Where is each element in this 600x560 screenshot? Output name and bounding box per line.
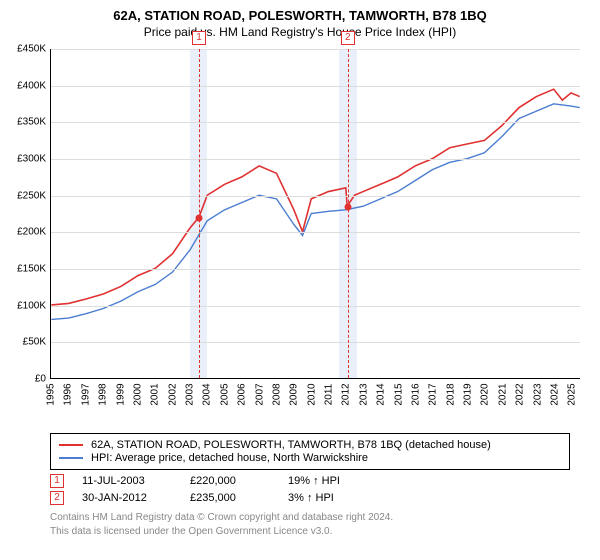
- sale-hpi-delta: 19% ↑ HPI: [288, 475, 340, 487]
- x-tick-label: 2023: [532, 383, 543, 405]
- sale-dot: [344, 203, 351, 210]
- x-tick-label: 1998: [98, 383, 109, 405]
- x-tick-label: 2020: [480, 383, 491, 405]
- x-tick-label: 2002: [167, 383, 178, 405]
- sale-date: 30-JAN-2012: [82, 492, 172, 504]
- gridline-h: [51, 86, 580, 87]
- event-vline: [348, 49, 349, 378]
- x-tick-label: 2019: [463, 383, 474, 405]
- footer-attribution: Contains HM Land Registry data © Crown c…: [50, 511, 590, 538]
- sale-row: 2 30-JAN-2012 £235,000 3% ↑ HPI: [50, 491, 590, 505]
- sale-marker-box: 1: [50, 474, 64, 488]
- x-tick-label: 2016: [410, 383, 421, 405]
- x-tick-label: 2011: [324, 384, 335, 406]
- x-tick-label: 2017: [428, 383, 439, 405]
- footer-line1: Contains HM Land Registry data © Crown c…: [50, 511, 590, 525]
- line-series-svg: [51, 49, 580, 378]
- sale-date: 11-JUL-2003: [82, 475, 172, 487]
- x-tick-label: 2001: [150, 383, 161, 405]
- x-tick-label: 1996: [63, 383, 74, 405]
- plot-area: 1995199619971998199920002001200220032004…: [50, 49, 580, 379]
- legend-label: HPI: Average price, detached house, Nort…: [91, 452, 368, 464]
- x-tick-label: 2014: [376, 383, 387, 405]
- sale-price: £220,000: [190, 475, 270, 487]
- x-tick-label: 2000: [132, 383, 143, 405]
- x-tick-label: 2021: [497, 383, 508, 405]
- x-tick-label: 2024: [549, 383, 560, 405]
- x-tick-label: 2007: [254, 383, 265, 405]
- legend-swatch: [59, 457, 83, 459]
- x-tick-label: 2009: [289, 383, 300, 405]
- y-tick-label: £350K: [10, 117, 46, 128]
- y-tick-label: £200K: [10, 227, 46, 238]
- gridline-h: [51, 122, 580, 123]
- gridline-h: [51, 306, 580, 307]
- sale-marker-box: 2: [50, 491, 64, 505]
- x-tick-label: 2008: [271, 383, 282, 405]
- legend-label: 62A, STATION ROAD, POLESWORTH, TAMWORTH,…: [91, 439, 491, 451]
- series-hpi: [51, 104, 579, 320]
- x-tick-label: 1995: [46, 383, 57, 405]
- event-marker: 2: [341, 31, 355, 45]
- gridline-h: [51, 159, 580, 160]
- y-tick-label: £450K: [10, 44, 46, 55]
- sale-events: 1 11-JUL-2003 £220,000 19% ↑ HPI 2 30-JAN-201…: [50, 474, 590, 505]
- x-tick-label: 2006: [237, 383, 248, 405]
- chart-title: 62A, STATION ROAD, POLESWORTH, TAMWORTH,…: [10, 8, 590, 23]
- x-tick-label: 2018: [445, 383, 456, 405]
- y-tick-label: £100K: [10, 300, 46, 311]
- legend-box: 62A, STATION ROAD, POLESWORTH, TAMWORTH,…: [50, 433, 570, 470]
- chart-subtitle: Price paid vs. HM Land Registry's House …: [10, 25, 590, 39]
- gridline-h: [51, 49, 580, 50]
- sale-hpi-delta: 3% ↑ HPI: [288, 492, 334, 504]
- gridline-h: [51, 232, 580, 233]
- y-tick-label: £0: [10, 374, 46, 385]
- x-tick-label: 1997: [80, 383, 91, 405]
- x-tick-label: 2025: [567, 383, 578, 405]
- x-tick-label: 2015: [393, 383, 404, 405]
- gridline-h: [51, 269, 580, 270]
- x-tick-label: 1999: [115, 383, 126, 405]
- y-tick-label: £400K: [10, 80, 46, 91]
- event-marker: 1: [192, 31, 206, 45]
- legend-item: HPI: Average price, detached house, Nort…: [59, 452, 561, 464]
- sale-dot: [196, 214, 203, 221]
- gridline-h: [51, 196, 580, 197]
- chart-area: £0 £50K £100K £150K £200K £250K £300K £350K £400…: [10, 45, 590, 405]
- sale-row: 1 11-JUL-2003 £220,000 19% ↑ HPI: [50, 474, 590, 488]
- x-tick-label: 2004: [202, 383, 213, 405]
- gridline-h: [51, 342, 580, 343]
- x-tick-label: 2013: [358, 383, 369, 405]
- y-tick-label: £250K: [10, 190, 46, 201]
- y-tick-label: £300K: [10, 154, 46, 165]
- legend-item: 62A, STATION ROAD, POLESWORTH, TAMWORTH,…: [59, 439, 561, 451]
- legend-swatch: [59, 444, 83, 446]
- x-tick-label: 2010: [306, 383, 317, 405]
- sale-price: £235,000: [190, 492, 270, 504]
- x-tick-label: 2005: [219, 383, 230, 405]
- footer-line2: This data is licensed under the Open Gov…: [50, 525, 590, 539]
- x-tick-label: 2012: [341, 383, 352, 405]
- y-tick-label: £150K: [10, 264, 46, 275]
- x-tick-label: 2003: [185, 383, 196, 405]
- x-tick-label: 2022: [515, 383, 526, 405]
- y-tick-label: £50K: [10, 337, 46, 348]
